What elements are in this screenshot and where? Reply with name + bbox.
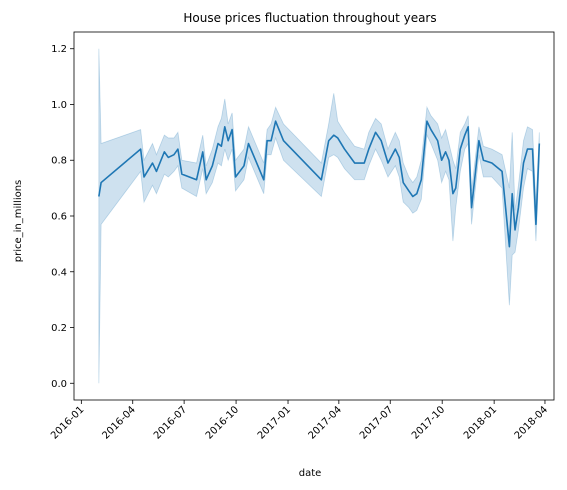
data-point: [522, 161, 526, 165]
data-point: [470, 206, 474, 210]
data-point: [172, 153, 176, 157]
data-point: [97, 194, 101, 198]
y-tick-label: 0.6: [51, 212, 67, 223]
data-point: [490, 161, 494, 165]
data-point: [176, 147, 180, 151]
data-point: [265, 139, 269, 143]
y-tick-label: 1.2: [51, 44, 67, 55]
data-point: [415, 192, 419, 196]
data-point: [162, 150, 166, 154]
data-point: [386, 161, 390, 165]
data-point: [466, 125, 470, 129]
data-point: [447, 158, 451, 162]
data-point: [444, 150, 448, 154]
data-point: [454, 186, 458, 190]
y-axis-ticks: 0.0 0.2 0.4 0.6 0.8 1.0 1.2: [51, 44, 74, 390]
data-point: [425, 119, 429, 123]
data-point: [401, 181, 405, 185]
data-point: [274, 119, 278, 123]
data-point: [397, 155, 401, 159]
data-point: [142, 175, 146, 179]
data-point: [367, 147, 371, 151]
data-point: [150, 161, 154, 165]
data-point: [230, 128, 234, 132]
data-point: [327, 139, 331, 143]
data-point: [362, 161, 366, 165]
chart-title: House prices fluctuation throughout year…: [183, 11, 436, 25]
data-point: [195, 178, 199, 182]
plot-area: [97, 48, 541, 384]
data-point: [336, 136, 340, 140]
data-point: [353, 161, 357, 165]
data-point: [219, 144, 223, 148]
data-point: [332, 133, 336, 137]
data-point: [440, 158, 444, 162]
data-point: [537, 142, 541, 146]
data-point: [180, 172, 184, 176]
data-point: [99, 181, 103, 185]
data-point: [407, 189, 411, 193]
data-point: [510, 192, 514, 196]
data-point: [477, 139, 481, 143]
data-point: [223, 125, 227, 129]
data-point: [393, 147, 397, 151]
data-point: [242, 164, 246, 168]
data-point: [204, 178, 208, 182]
data-point: [436, 139, 440, 143]
data-point: [216, 142, 220, 146]
y-tick-label: 0.4: [51, 267, 67, 278]
data-point: [513, 228, 517, 232]
data-point: [429, 128, 433, 132]
y-tick-label: 1.0: [51, 100, 67, 111]
data-point: [154, 169, 158, 173]
data-point: [319, 178, 323, 182]
y-axis-label: price_in_millions: [13, 180, 24, 263]
data-point: [374, 130, 378, 134]
x-axis-label: date: [299, 468, 322, 479]
data-point: [234, 175, 238, 179]
data-point: [269, 139, 273, 143]
data-point: [246, 142, 250, 146]
data-point: [201, 150, 205, 154]
data-point: [516, 206, 520, 210]
data-point: [166, 155, 170, 159]
data-point: [379, 139, 383, 143]
data-point: [139, 147, 143, 151]
data-point: [451, 192, 455, 196]
data-point: [525, 147, 529, 151]
y-tick-label: 0.2: [51, 323, 67, 334]
data-point: [210, 164, 214, 168]
data-point: [531, 147, 535, 151]
data-point: [481, 158, 485, 162]
data-point: [411, 194, 415, 198]
y-tick-label: 0.0: [51, 379, 67, 390]
data-point: [507, 245, 511, 249]
series-line: [98, 120, 541, 248]
data-point: [463, 133, 467, 137]
data-point: [534, 222, 538, 226]
data-point: [342, 147, 346, 151]
data-point: [226, 139, 230, 143]
data-point: [500, 169, 504, 173]
data-point: [419, 178, 423, 182]
y-tick-label: 0.8: [51, 156, 67, 167]
data-point: [282, 139, 286, 143]
data-point: [458, 147, 462, 151]
data-point: [262, 178, 266, 182]
